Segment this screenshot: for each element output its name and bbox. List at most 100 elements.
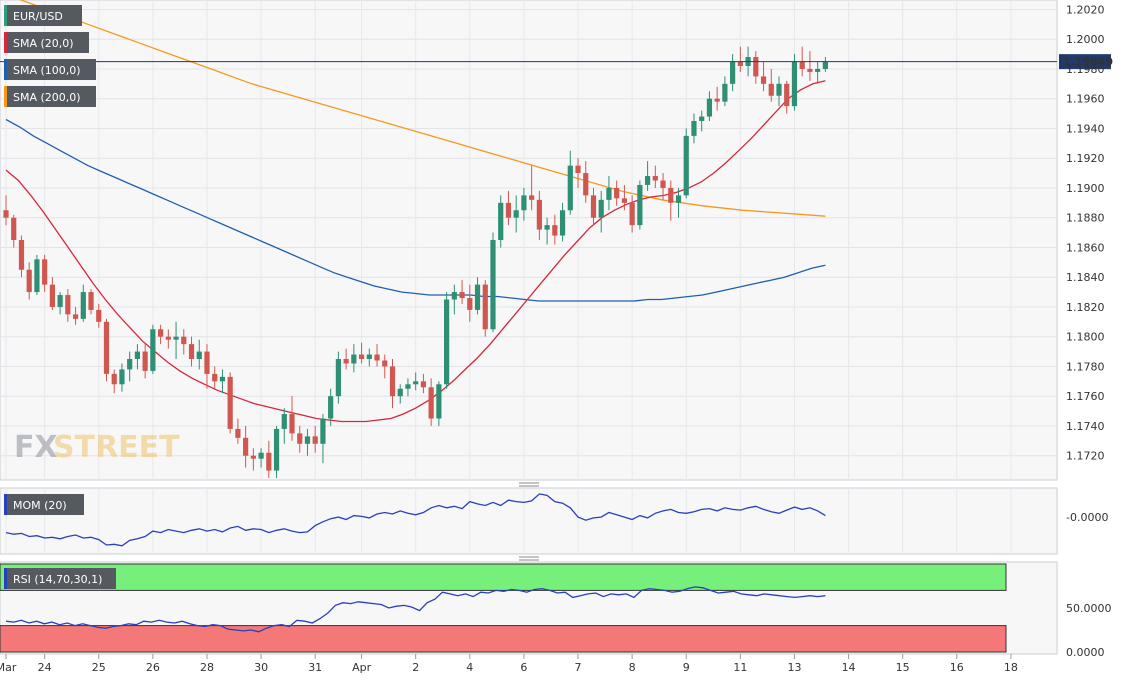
candle-body: [351, 354, 357, 364]
candle: [304, 428, 311, 456]
price-tick-label: 1.1920: [1066, 152, 1105, 165]
candle: [815, 61, 821, 84]
legend-sma200[interactable]: SMA (200,0): [4, 86, 96, 107]
candle: [320, 414, 326, 464]
candle-body: [103, 321, 110, 374]
time-tick-label: 30: [254, 661, 268, 674]
candle-body: [281, 414, 287, 429]
candle-body: [644, 176, 651, 185]
legend-mom[interactable]: MOM (20): [4, 494, 84, 515]
time-tick-label: 18: [1004, 661, 1018, 674]
candle: [312, 425, 318, 453]
candle: [559, 202, 566, 242]
price-tick-label: 1.1740: [1066, 420, 1105, 433]
price-tick-label: 1.1760: [1066, 390, 1105, 403]
candle: [699, 110, 705, 132]
time-tick-label: 24: [38, 661, 52, 674]
candle-body: [614, 187, 620, 199]
time-tick-label: 8: [629, 661, 636, 674]
sma200-line: [19, 0, 826, 217]
resize-handle-1[interactable]: [519, 482, 539, 487]
rsi-oversold-zone: [0, 625, 1007, 653]
candle-body: [768, 83, 774, 96]
time-tick-label: 26: [146, 661, 160, 674]
candle-body: [529, 195, 535, 200]
logo-street: STREET: [53, 430, 180, 465]
candle-body: [652, 176, 658, 181]
candle-body: [358, 354, 365, 359]
candle-body: [227, 376, 233, 429]
svg-text:SMA (200,0): SMA (200,0): [13, 91, 81, 104]
candle: [227, 372, 233, 434]
resize-handle-2[interactable]: [519, 556, 539, 561]
candle-body: [722, 83, 728, 102]
candle-body: [784, 83, 790, 107]
candle-body: [57, 295, 63, 307]
time-tick-label: 11: [733, 661, 747, 674]
candle-body: [297, 433, 303, 444]
price-tick-label: 1.1780: [1066, 360, 1105, 373]
candle: [521, 187, 527, 221]
candle: [498, 195, 504, 248]
candle-body: [451, 292, 457, 300]
candle-body: [544, 225, 550, 230]
candle-body: [552, 225, 558, 236]
candle: [235, 418, 241, 444]
candle: [57, 292, 63, 315]
candle: [165, 329, 171, 349]
candle: [459, 280, 465, 304]
candle-body: [815, 68, 821, 72]
current-price-label: 1.19849: [1059, 54, 1113, 70]
candle: [266, 440, 272, 478]
candle: [490, 232, 496, 333]
candle-body: [699, 116, 705, 121]
svg-text:MOM (20): MOM (20): [13, 499, 67, 512]
candle-body: [335, 359, 341, 397]
candle-body: [760, 76, 767, 84]
rsi-zones: [0, 563, 1007, 653]
candle-body: [498, 202, 504, 240]
candle-body: [714, 98, 720, 102]
candle: [96, 303, 102, 328]
candle: [691, 113, 697, 144]
candle: [49, 277, 55, 310]
candle: [281, 408, 287, 444]
candle-body: [436, 384, 442, 419]
time-tick-label: 9: [683, 661, 690, 674]
candle-body: [637, 184, 643, 226]
candle: [382, 354, 388, 379]
candle: [258, 448, 264, 468]
candle: [784, 80, 790, 114]
candle-body: [273, 428, 280, 471]
candle: [583, 161, 589, 203]
legend-rsi[interactable]: RSI (14,70,30,1): [4, 568, 116, 589]
candle: [111, 369, 117, 394]
candle-body: [822, 61, 828, 69]
candle-body: [96, 309, 102, 322]
svg-text:1.19849: 1.19849: [1063, 56, 1113, 69]
candle-body: [80, 292, 86, 319]
rsi-tick-label: 0.0000: [1066, 646, 1105, 659]
candle: [428, 378, 434, 426]
svg-text:RSI (14,70,30,1): RSI (14,70,30,1): [13, 573, 102, 586]
candle: [26, 262, 32, 300]
candle: [760, 61, 767, 92]
candle: [513, 195, 519, 233]
candle: [413, 372, 419, 391]
svg-text:SMA (20,0): SMA (20,0): [13, 37, 74, 50]
legend-sma20[interactable]: SMA (20,0): [4, 32, 89, 53]
candle-body: [3, 210, 9, 218]
candle: [72, 306, 79, 325]
candle-body: [459, 292, 465, 299]
candle-body: [11, 217, 17, 240]
candle: [158, 324, 164, 345]
candle: [119, 363, 125, 392]
price-tick-label: 1.1980: [1066, 63, 1105, 76]
legend-sma100[interactable]: SMA (100,0): [4, 59, 96, 80]
legend-eurusd[interactable]: EUR/USD: [4, 5, 82, 26]
candle-body: [181, 336, 187, 345]
candle-body: [482, 284, 488, 330]
price-tick-label: 1.1820: [1066, 301, 1105, 314]
candle-body: [150, 329, 156, 371]
candle: [389, 359, 396, 409]
